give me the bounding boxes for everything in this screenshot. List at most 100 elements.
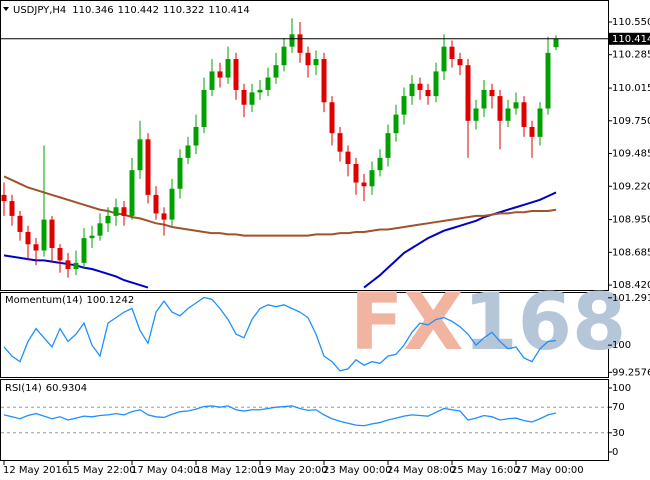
header: USDJPY,H4 110.346 110.442 110.322 110.414	[13, 5, 250, 16]
menu-arrow	[3, 7, 9, 11]
price-label: 110.414	[612, 34, 650, 45]
candle-body	[313, 59, 319, 66]
candle-body	[25, 231, 31, 245]
candle-body	[81, 238, 87, 263]
candle-body	[473, 108, 479, 121]
watermark-168: 168	[463, 278, 626, 368]
rsi-name: RSI(14)	[5, 383, 42, 394]
y-tick-label: 30	[612, 428, 625, 439]
header-close: 110.414	[208, 5, 249, 16]
y-tick-label: 0	[612, 447, 618, 458]
x-tick-label: 27 May 00:00	[515, 465, 584, 476]
y-tick-label: 108.685	[612, 247, 650, 258]
y-tick-label: 100	[612, 383, 631, 394]
candle-body	[433, 71, 439, 97]
candle-body	[441, 46, 447, 72]
candle-body	[233, 59, 239, 90]
candle-body	[521, 102, 527, 127]
candle-body	[17, 215, 23, 232]
candle-body	[417, 83, 423, 90]
candle-body	[241, 89, 247, 105]
candle-body	[537, 108, 543, 137]
candle-body	[377, 157, 383, 171]
candle-body	[481, 89, 487, 109]
candle-body	[1, 194, 7, 202]
candle-body	[249, 92, 255, 105]
candle-body	[457, 59, 463, 66]
candle-body	[97, 223, 103, 236]
candle-body	[401, 96, 407, 115]
candle-body	[369, 170, 375, 187]
indicator-line	[3, 405, 557, 427]
y-tick-label: 100	[612, 340, 631, 351]
candle-body	[545, 52, 551, 109]
candle-body	[353, 164, 359, 183]
candle-body	[529, 126, 535, 137]
candle-body	[329, 102, 335, 134]
main-frame	[0, 0, 609, 291]
candle-body	[9, 201, 15, 216]
y-tick-label: 110.015	[612, 83, 650, 94]
candle-body	[265, 77, 271, 90]
rsi-value: 60.9304	[46, 383, 87, 394]
candle-body	[41, 219, 47, 251]
candle-body	[73, 262, 79, 270]
candle-body	[553, 38, 559, 48]
x-tick-label: 24 May 08:00	[387, 465, 456, 476]
watermark-fx: FX	[350, 278, 463, 368]
candle-body	[289, 34, 295, 47]
candle-body	[273, 65, 279, 78]
header-open: 110.346	[72, 5, 113, 16]
indicator-line	[3, 296, 557, 372]
x-tick-label: 19 May 20:00	[259, 465, 328, 476]
candle-body	[465, 65, 471, 121]
y-tick-label: 109.220	[612, 181, 650, 192]
candle-body	[137, 139, 143, 171]
candle-body	[177, 157, 183, 189]
y-tick-label: 70	[612, 402, 625, 413]
candle-body	[217, 71, 223, 78]
candle-body	[121, 207, 127, 216]
candle-body	[153, 194, 159, 214]
moving-average	[3, 175, 557, 237]
candle-body	[185, 145, 191, 158]
candle-body	[425, 89, 431, 97]
x-tick-label: 23 May 00:00	[323, 465, 392, 476]
y-tick-label: 108.420	[612, 280, 650, 291]
candle-body	[89, 235, 95, 239]
momentum-frame	[0, 292, 609, 378]
candle-body	[65, 260, 71, 270]
momentum-value: 100.1242	[87, 295, 135, 306]
momentum-name: Momentum(14)	[5, 295, 83, 306]
candle-body	[33, 244, 39, 251]
rsi-title: RSI(14) 60.9304	[5, 383, 87, 394]
candle-body	[129, 170, 135, 216]
x-tick-label: 12 May 2016	[3, 465, 68, 476]
candle-body	[57, 248, 63, 261]
candle-body	[513, 102, 519, 109]
y-tick-label: 109.750	[612, 116, 650, 127]
candle-body	[201, 89, 207, 127]
candle-body	[449, 46, 455, 60]
y-tick-label: 110.550	[612, 17, 650, 28]
y-tick-label: 109.485	[612, 149, 650, 160]
candle-body	[505, 108, 511, 121]
candle-body	[209, 71, 215, 90]
candle-body	[497, 96, 503, 121]
candle-body	[281, 46, 287, 66]
price-label-bg	[608, 32, 650, 45]
candle-body	[297, 34, 303, 53]
x-tick-label: 17 May 04:00	[131, 465, 200, 476]
y-tick-label: 99.2576	[612, 367, 650, 378]
candle-body	[193, 126, 199, 146]
momentum-title: Momentum(14) 100.1242	[5, 295, 134, 306]
candle-body	[337, 133, 343, 152]
candle-body	[305, 52, 311, 66]
candle-body	[489, 89, 495, 97]
x-tick-label: 25 May 16:00	[451, 465, 520, 476]
symbol: USDJPY,H4	[13, 5, 66, 16]
x-tick-label: 18 May 12:00	[195, 465, 264, 476]
candle-body	[321, 59, 327, 103]
watermark: FX168	[350, 278, 626, 368]
candle-body	[345, 151, 351, 165]
